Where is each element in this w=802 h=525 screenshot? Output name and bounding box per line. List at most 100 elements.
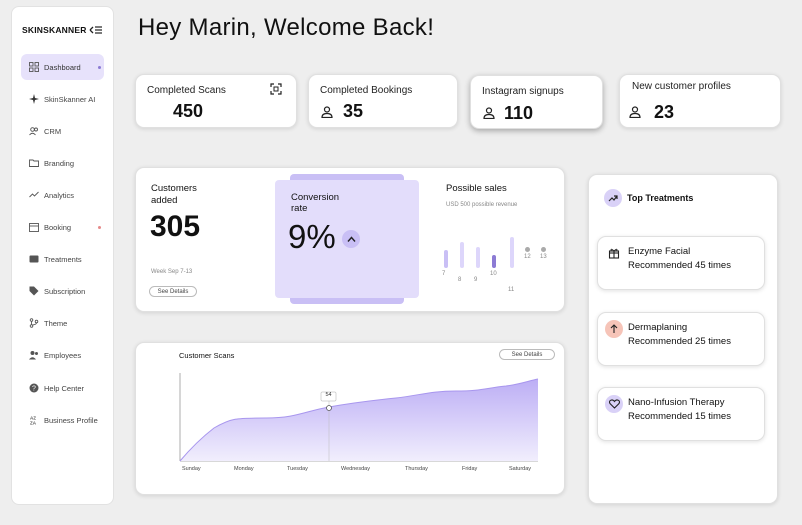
scans-see-details-button[interactable]: See Details <box>499 349 555 360</box>
stat-card-instagram-signups[interactable]: Instagram signups 110 <box>470 75 603 129</box>
treatment-name: Enzyme Facial <box>628 246 691 257</box>
collapse-sidebar-icon[interactable] <box>89 24 103 36</box>
stat-card-completed-scans[interactable]: Completed Scans 450 <box>135 74 297 128</box>
notification-dot <box>98 225 101 229</box>
card-icon <box>29 255 39 263</box>
sales-bar <box>476 247 480 268</box>
treatment-name: Dermaplaning <box>628 322 688 333</box>
folder-icon <box>29 159 39 167</box>
week-label: Week Sep 7-13 <box>151 269 193 275</box>
stat-label: Instagram signups <box>482 86 564 97</box>
sales-bar-label: 10 <box>490 271 497 277</box>
treatment-name: Nano-Infusion Therapy <box>628 397 725 408</box>
scans-area <box>180 379 538 461</box>
svg-text:AZ: AZ <box>30 416 36 421</box>
people-icon <box>29 351 38 360</box>
sidebar-item-employees[interactable]: Employees <box>21 342 104 368</box>
sales-dot <box>525 247 530 252</box>
sidebar-item-label: Subscription <box>44 286 86 296</box>
possible-sales-subtitle: USD 500 possible revenue <box>446 202 518 208</box>
treatment-card-dermaplaning[interactable]: Dermaplaning Recommended 25 times <box>597 312 765 366</box>
conversion-rate-label: Conversion rate <box>291 192 340 214</box>
sidebar: SKINSKANNER Dashboard SkinSkanner AI CRM… <box>11 6 114 505</box>
sidebar-item-label: Booking <box>44 222 72 232</box>
sales-bar <box>510 236 514 268</box>
sales-bar <box>460 242 464 268</box>
scans-line <box>179 378 539 462</box>
users-icon <box>29 127 38 136</box>
page-title: Hey Marin, Welcome Back! <box>138 14 435 41</box>
user-icon <box>629 106 641 118</box>
calendar-icon <box>29 223 39 232</box>
sidebar-item-subscription[interactable]: Subscription <box>21 278 104 304</box>
sales-dot <box>541 247 546 252</box>
x-tick-label: Friday <box>462 466 478 472</box>
brand-logo: SKINSKANNER <box>22 25 87 35</box>
stat-value: 110 <box>504 103 534 123</box>
tooltip-box <box>320 391 337 402</box>
x-tick-label: Wednesday <box>341 466 370 472</box>
gift-icon <box>605 244 623 262</box>
sidebar-item-booking[interactable]: Booking <box>21 214 104 240</box>
stat-label: New customer profiles <box>632 81 731 92</box>
sidebar-item-label: Analytics <box>44 190 75 200</box>
sidebar-item-skinskanner-ai[interactable]: SkinSkanner AI <box>21 86 104 112</box>
sidebar-item-label: Branding <box>44 158 75 168</box>
sales-bar-label: 11 <box>508 287 515 293</box>
treatment-card-nano-infusion-therapy[interactable]: Nano-Infusion Therapy Recommended 15 tim… <box>597 387 765 441</box>
sidebar-item-label: Employees <box>44 350 82 360</box>
arrow-up-icon <box>605 320 623 338</box>
stat-value: 450 <box>173 101 204 121</box>
sidebar-item-dashboard[interactable]: Dashboard <box>21 54 104 80</box>
customers-added-label: Customers added <box>151 183 197 206</box>
sidebar-item-label: SkinSkanner AI <box>44 94 96 104</box>
tag-icon <box>29 286 39 296</box>
sidebar-item-help-center[interactable]: ? Help Center <box>21 375 104 401</box>
treatment-count: Recommended 25 times <box>628 336 731 347</box>
possible-sales-bars: 7 8 9 10 11 12 13 <box>436 216 556 296</box>
arrow-up-icon <box>342 230 360 248</box>
possible-sales-title: Possible sales <box>446 183 507 194</box>
user-icon <box>483 107 495 119</box>
conversion-rate-value: 9% <box>288 218 336 255</box>
x-tick-label: Sunday <box>182 466 201 472</box>
tooltip-value: 54 <box>325 392 332 398</box>
sidebar-item-business-profile[interactable]: AZ ZA Business Profile <box>21 407 104 433</box>
stat-card-new-customer-profiles[interactable]: New customer profiles 23 <box>619 74 781 128</box>
svg-text:ZA: ZA <box>30 421 37 426</box>
sidebar-item-analytics[interactable]: Analytics <box>21 182 104 208</box>
sidebar-item-treatments[interactable]: Treatments <box>21 246 104 272</box>
sales-bar-label: 9 <box>474 277 478 283</box>
active-dot <box>98 65 101 69</box>
sales-bar-label: 8 <box>458 277 462 283</box>
sidebar-item-branding[interactable]: Branding <box>21 150 104 176</box>
sidebar-item-label: Theme <box>44 318 68 328</box>
treatment-card-enzyme-facial[interactable]: Enzyme Facial Recommended 45 times <box>597 236 765 290</box>
x-tick-label: Saturday <box>509 466 532 472</box>
sparkle-icon <box>29 94 39 104</box>
stat-value: 23 <box>654 102 675 122</box>
treatment-count: Recommended 45 times <box>628 260 731 271</box>
sidebar-item-label: CRM <box>44 126 62 136</box>
customers-see-details-button[interactable]: See Details <box>149 286 197 297</box>
stat-card-completed-bookings[interactable]: Completed Bookings 35 <box>308 74 458 128</box>
trend-up-icon <box>604 189 622 207</box>
conversion-rate-card: Conversion rate 9% <box>275 180 419 298</box>
conversion-tab-top <box>290 174 404 182</box>
sales-bar-label: 7 <box>442 271 446 277</box>
user-icon <box>321 106 333 118</box>
x-tick-label: Thursday <box>405 466 428 472</box>
sales-bar-label: 13 <box>540 254 547 260</box>
customer-scans-title: Customer Scans <box>179 351 235 360</box>
customer-scans-chart <box>179 373 539 462</box>
sidebar-item-crm[interactable]: CRM <box>21 118 104 144</box>
sidebar-item-label: Help Center <box>44 383 85 393</box>
sidebar-item-theme[interactable]: Theme <box>21 310 104 336</box>
tooltip-point <box>326 405 332 411</box>
branch-icon <box>29 318 39 328</box>
sidebar-item-label: Treatments <box>44 254 82 264</box>
customer-scans-card: Customer Scans See Details 54 Sunday Mon… <box>135 342 565 495</box>
stat-value: 35 <box>343 101 364 121</box>
heart-icon <box>605 395 623 413</box>
